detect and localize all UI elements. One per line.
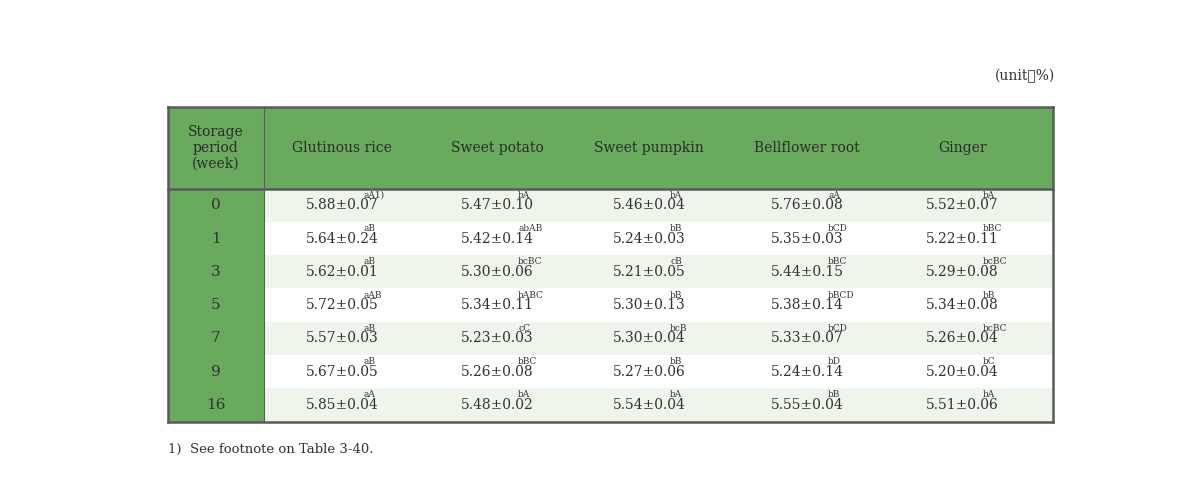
- Text: bB: bB: [671, 357, 683, 366]
- Text: 7: 7: [211, 331, 221, 345]
- Text: 3: 3: [211, 265, 221, 279]
- Text: 5.57±0.03: 5.57±0.03: [306, 331, 379, 345]
- Bar: [264, 288, 1053, 322]
- Text: Sweet potato: Sweet potato: [451, 141, 543, 155]
- Text: Sweet pumpkin: Sweet pumpkin: [595, 141, 704, 155]
- Text: 5: 5: [211, 298, 221, 312]
- Text: 5.54±0.04: 5.54±0.04: [613, 398, 686, 412]
- Text: 5.48±0.02: 5.48±0.02: [461, 398, 534, 412]
- Text: 5.42±0.14: 5.42±0.14: [460, 232, 534, 246]
- Text: 5.34±0.11: 5.34±0.11: [460, 298, 534, 312]
- Text: bA: bA: [518, 191, 530, 200]
- Text: aB: aB: [363, 357, 375, 366]
- Text: bBC: bBC: [828, 257, 847, 266]
- Text: 5.67±0.05: 5.67±0.05: [306, 365, 379, 379]
- Text: 5.33±0.07: 5.33±0.07: [771, 331, 843, 345]
- Text: 5.26±0.08: 5.26±0.08: [461, 365, 534, 379]
- Text: 5.38±0.14: 5.38±0.14: [771, 298, 843, 312]
- Text: Ginger: Ginger: [938, 141, 987, 155]
- Text: (unit：%): (unit：%): [995, 69, 1055, 83]
- Text: Bellflower root: Bellflower root: [755, 141, 860, 155]
- Text: 5.72±0.05: 5.72±0.05: [306, 298, 379, 312]
- Text: aB: aB: [363, 257, 375, 266]
- Text: 5.85±0.04: 5.85±0.04: [306, 398, 379, 412]
- Bar: [264, 189, 1053, 222]
- Text: bcBC: bcBC: [983, 257, 1008, 266]
- Text: 5.20±0.04: 5.20±0.04: [926, 365, 998, 379]
- Text: Storage
period
(week): Storage period (week): [188, 124, 244, 171]
- Text: 5.64±0.24: 5.64±0.24: [306, 232, 379, 246]
- Text: 5.44±0.15: 5.44±0.15: [771, 265, 843, 279]
- Text: 5.30±0.13: 5.30±0.13: [613, 298, 686, 312]
- Text: 5.29±0.08: 5.29±0.08: [926, 265, 998, 279]
- Bar: [264, 222, 1053, 255]
- Bar: [264, 322, 1053, 355]
- Text: 5.52±0.07: 5.52±0.07: [926, 198, 998, 212]
- Text: aAB: aAB: [363, 290, 382, 299]
- Text: bBC: bBC: [518, 357, 537, 366]
- Text: Glutinous rice: Glutinous rice: [292, 141, 393, 155]
- Bar: [264, 388, 1053, 421]
- Bar: [264, 355, 1053, 388]
- Text: aB: aB: [363, 324, 375, 333]
- Text: 5.51±0.06: 5.51±0.06: [926, 398, 998, 412]
- Text: 5.30±0.06: 5.30±0.06: [461, 265, 534, 279]
- Text: bA: bA: [518, 390, 530, 399]
- Text: bBCD: bBCD: [828, 290, 855, 299]
- Text: 5.26±0.04: 5.26±0.04: [926, 331, 998, 345]
- Text: bB: bB: [671, 224, 683, 233]
- Text: 5.88±0.07: 5.88±0.07: [306, 198, 379, 212]
- Text: 5.24±0.14: 5.24±0.14: [771, 365, 843, 379]
- Text: 9: 9: [211, 365, 221, 379]
- Bar: [264, 255, 1053, 288]
- Text: bA: bA: [983, 390, 995, 399]
- Text: bABC: bABC: [518, 290, 544, 299]
- Text: abAB: abAB: [518, 224, 542, 233]
- Text: bB: bB: [983, 290, 995, 299]
- Text: 5.47±0.10: 5.47±0.10: [460, 198, 534, 212]
- Text: bcBC: bcBC: [518, 257, 543, 266]
- Text: 5.23±0.03: 5.23±0.03: [461, 331, 534, 345]
- Bar: [168, 189, 264, 421]
- Text: 5.35±0.03: 5.35±0.03: [771, 232, 843, 246]
- Text: 5.27±0.06: 5.27±0.06: [613, 365, 686, 379]
- Text: 5.55±0.04: 5.55±0.04: [771, 398, 843, 412]
- Text: 5.46±0.04: 5.46±0.04: [613, 198, 686, 212]
- Text: aB: aB: [363, 224, 375, 233]
- Text: 5.30±0.04: 5.30±0.04: [613, 331, 686, 345]
- Text: bCD: bCD: [828, 224, 848, 233]
- Text: 16: 16: [206, 398, 226, 412]
- Text: bD: bD: [828, 357, 841, 366]
- Text: bB: bB: [828, 390, 840, 399]
- Text: bA: bA: [671, 191, 683, 200]
- Text: 5.62±0.01: 5.62±0.01: [306, 265, 379, 279]
- Text: 1)  See footnote on Table 3-40.: 1) See footnote on Table 3-40.: [168, 443, 374, 455]
- Text: 5.21±0.05: 5.21±0.05: [613, 265, 686, 279]
- Text: bA: bA: [671, 390, 683, 399]
- Text: 0: 0: [211, 198, 221, 212]
- Text: bcB: bcB: [671, 324, 687, 333]
- Text: aA: aA: [828, 191, 840, 200]
- Text: bA: bA: [983, 191, 995, 200]
- Text: bcBC: bcBC: [983, 324, 1008, 333]
- Text: 5.34±0.08: 5.34±0.08: [926, 298, 998, 312]
- Text: aA: aA: [363, 390, 375, 399]
- Text: 5.24±0.03: 5.24±0.03: [613, 232, 686, 246]
- Text: bCD: bCD: [828, 324, 848, 333]
- Text: bBC: bBC: [983, 224, 1002, 233]
- Text: cB: cB: [671, 257, 681, 266]
- Text: bB: bB: [671, 290, 683, 299]
- Bar: [168, 107, 1053, 189]
- Text: cC: cC: [518, 324, 530, 333]
- Text: 1: 1: [211, 232, 221, 246]
- Text: 5.22±0.11: 5.22±0.11: [925, 232, 998, 246]
- Text: bC: bC: [983, 357, 996, 366]
- Text: aA1): aA1): [363, 191, 384, 200]
- Text: 5.76±0.08: 5.76±0.08: [771, 198, 843, 212]
